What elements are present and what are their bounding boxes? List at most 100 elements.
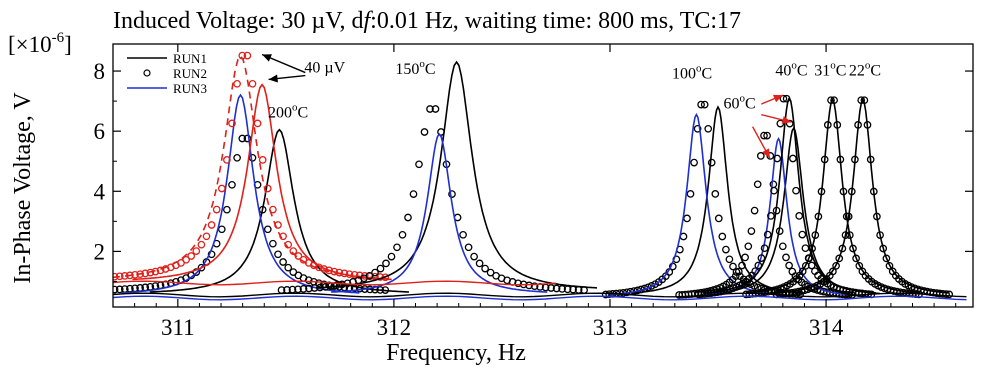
x-tick-label: 312 [377,315,412,340]
series-run2-150c-marker [305,284,313,293]
series-run2-22c-marker [851,155,859,164]
series-run2-200c-40uv-marker [258,156,267,164]
series-run2-40c-marker [754,261,763,270]
series-run2-200c-40uv-marker [207,221,216,229]
series-run2-200c-40uv-marker [340,269,349,278]
series-run2-100c-marker [693,124,702,133]
series-run2-200c-40uv-marker [156,266,165,275]
series-run2-40c-marker [789,154,797,163]
x-tick-label: 314 [809,315,844,340]
series-run2-150c-marker [316,283,324,292]
series-run2-150c-marker [387,252,396,261]
series-run2-40c-marker [776,119,785,128]
series-run2-200c-marker [233,153,241,162]
series-run2-100c-marker [722,245,730,254]
series-run2-40c-marker [770,186,778,195]
series-run2-31c-marker [814,212,823,221]
series-run2-200c-40uv-marker [202,232,211,241]
series-run2-100c-marker [697,100,705,109]
series-run2-60c-marker [760,131,768,140]
series-run2-200c-40uv-marker [320,265,328,273]
series-run2-22c-marker [835,254,844,263]
series-run2-150c-marker [530,282,539,291]
series-run2-150c-marker [332,281,341,290]
series-run2-150c-marker [475,259,484,268]
y-tick-label: 8 [94,59,106,84]
series-run2-100c-marker [704,124,713,133]
series-run2-31c-marker [836,155,845,164]
series-run2-150c-marker [514,279,522,288]
series-run2-22c-marker [863,121,872,129]
series-run2-22c-marker [860,96,869,105]
series-run2-40c-marker [757,254,766,262]
annotation-arrowhead [262,54,272,62]
series-run2-150c-marker [376,264,385,273]
series-run2-150c-marker [310,284,319,292]
series-run2-31c-marker [820,155,829,164]
series-run2-150c-marker [294,285,302,294]
series-run2-40c-marker [785,119,794,128]
series-run2-100c-marker [700,100,709,109]
annotation-label: 31oC [814,60,846,80]
series-run2-200c-40uv-marker [146,268,155,277]
series-run2-100c-marker [725,255,734,264]
plot-area [113,51,967,301]
annotation-label: 40oC [775,60,807,80]
series-run2-60c-marker [775,227,784,235]
series-run2-22c-marker [882,254,891,263]
series-run2-150c-marker [431,105,440,113]
series-run2-200c-40uv-marker [233,79,241,88]
series-run2-31c-marker [849,244,857,253]
x-tick-label: 313 [593,315,628,340]
series-run2-150c-marker [426,105,434,113]
series-run2-22c-marker [869,187,878,196]
series-run2-200c-40uv-marker [182,255,190,264]
series-run2-22c-marker [942,290,950,298]
series-run2-200c-40uv-marker [248,79,257,88]
annotation-label: 60oC [724,93,756,113]
series-run2-200c-marker [113,285,119,294]
series-run2-100c-marker [647,282,656,290]
series-run2-200c-40uv-marker [136,270,144,279]
series-run2-22c-marker [876,231,884,239]
series-run2-150c-marker [393,243,401,252]
series-run2-22c-marker [879,244,888,253]
series-run2-200c-marker [269,239,277,248]
annotation-label: 200oC [268,102,308,122]
baseline-run3 [113,295,967,301]
baseline-run1 [113,292,967,298]
series-run2-150c-marker [470,252,478,261]
y-axis-title: In-Phase Voltage, V [10,92,36,284]
annotation-label: 100oC [672,63,712,83]
legend-marker [143,69,151,77]
series-run2-31c-marker [827,96,835,105]
series-run2-150c-marker [486,268,495,277]
series-run2-31c-marker [801,261,810,270]
series-run2-60c-marker [778,242,787,251]
series-run2-40c-marker [779,94,788,103]
series-run3-200c-line [121,93,360,294]
series-run2-31c-marker [839,187,848,196]
axes-layer: 311 312 313 314 2 4 6 8 [94,43,974,340]
series-run2-200c-40uv-marker [228,119,236,128]
series-run2-31c-marker [845,231,854,239]
series-run2-200c-marker [381,286,390,294]
series-run2-22c-marker [945,290,954,299]
series-run2-40c-marker [798,230,807,239]
series-run2-100c-marker [690,158,698,167]
series-run2-200c-40uv-marker [269,205,277,214]
series-run2-100c-marker [707,158,716,167]
chart-title: Induced Voltage: 30 µV, df:0.01 Hz, wait… [113,8,741,34]
series-run2-60c-marker [741,253,749,262]
series-run2-200c-marker [315,279,323,288]
series-run3-150c-line [331,132,548,293]
series-run2-200c-marker [223,205,231,214]
series-run2-150c-marker [420,128,429,136]
series-run2-200c-40uv-marker [330,267,339,276]
series-run2-40c-marker [782,94,791,103]
annotation-label: 40 µV [304,60,345,77]
series-run2-31c-marker [817,187,826,196]
